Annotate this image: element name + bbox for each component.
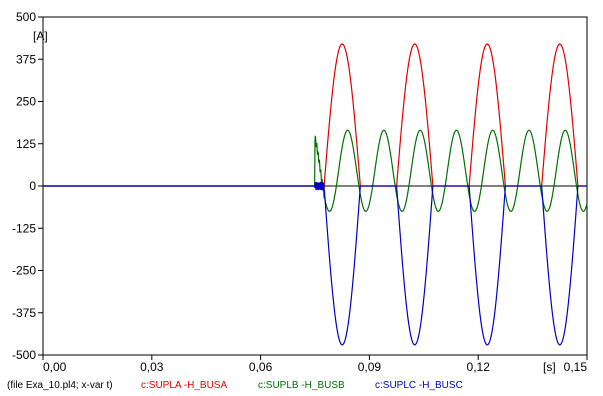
y-tick-label: -500	[12, 348, 36, 362]
footer-text: (file Exa_10.pl4; x-var t)	[7, 380, 113, 391]
legend-entry: c:SUPLC -H_BUSC	[375, 380, 463, 391]
y-tick-label: 500	[16, 10, 36, 24]
label-layer: 500 375 250 125 0 -125 -250 -375 -500 0,00 0,03 0,0…	[12, 10, 587, 374]
y-tick-label: -250	[12, 264, 36, 278]
series-line-suplc	[43, 181, 587, 346]
x-tick-label: 0,00	[43, 360, 67, 374]
x-axis-label: [s]	[543, 360, 556, 374]
x-tick-label: 0,03	[140, 360, 164, 374]
x-tick-label: 0,09	[358, 360, 382, 374]
x-tick-label: 0,06	[249, 360, 273, 374]
y-tick-label: 125	[16, 137, 36, 151]
x-tick-label: 0,12	[467, 360, 491, 374]
legend-layer: (file Exa_10.pl4; x-var t) c:SUPLA -H_BUS…	[7, 380, 463, 391]
legend-entry: c:SUPLB -H_BUSB	[258, 380, 345, 391]
y-tick-label: 250	[16, 95, 36, 109]
y-tick-label: 0	[29, 179, 36, 193]
series-layer	[43, 43, 588, 346]
y-tick-label: -375	[12, 306, 36, 320]
y-axis-label: [A]	[33, 29, 48, 43]
x-tick-label: 0,15	[564, 360, 588, 374]
y-tick-label: 375	[16, 52, 36, 66]
y-tick-label: -125	[12, 221, 36, 235]
legend-entry: c:SUPLA -H_BUSA	[141, 380, 227, 391]
